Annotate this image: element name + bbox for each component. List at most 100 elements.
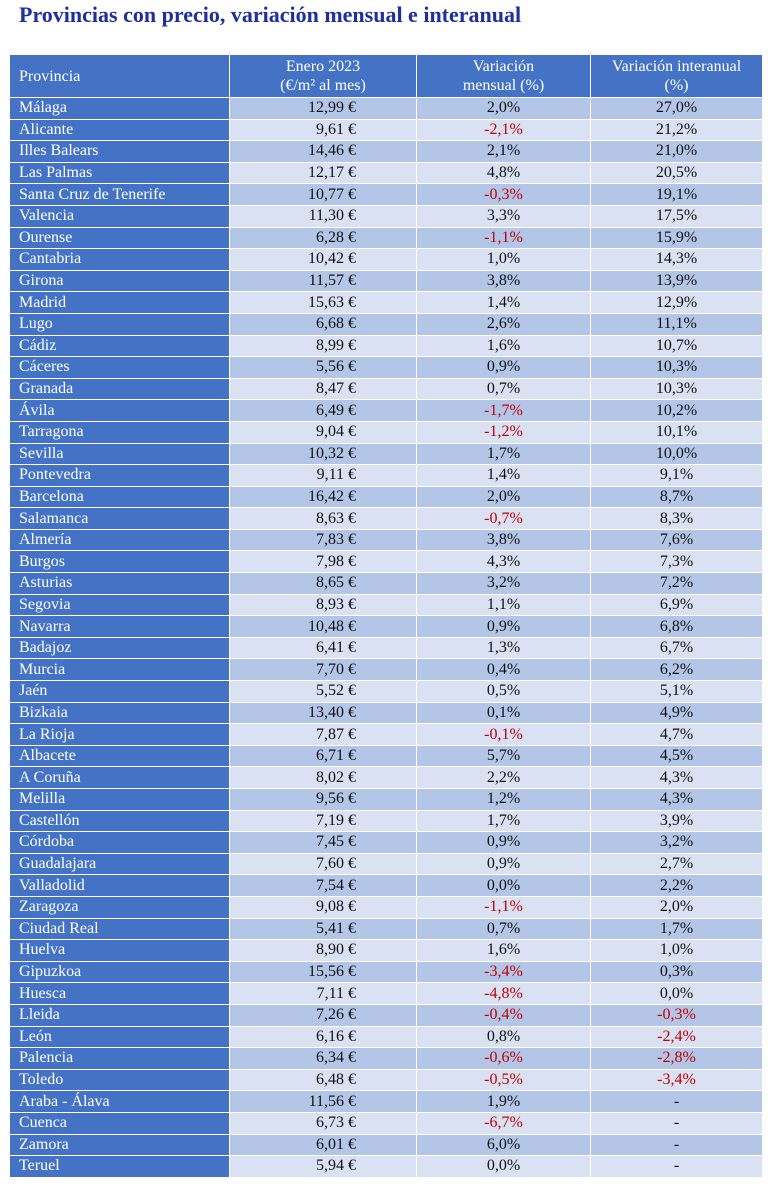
precio-cell: 9,04 € xyxy=(229,420,417,444)
table-row: Murcia 7,70 €0,4% 6,2% xyxy=(9,658,763,682)
table-row: Alicante 9,61 € -2,1% 21,2% xyxy=(9,118,763,142)
precio-cell: 12,99 € xyxy=(229,97,417,120)
variacion-mensual-cell: 0,9% xyxy=(416,852,591,876)
precio-cell: 11,56 € xyxy=(229,1090,417,1113)
table-row: Ciudad Real 5,41 €0,7% 1,7% xyxy=(9,917,763,941)
precio-cell: 6,49 € xyxy=(229,399,417,422)
variacion-mensual-cell: 1,1% xyxy=(416,593,591,617)
variacion-mensual-cell: 1,3% xyxy=(416,636,591,660)
table-row: Zaragoza 9,08 € -1,1% 2,0% xyxy=(9,895,763,919)
variacion-interanual-cell: 10,0% xyxy=(590,442,763,466)
precio-cell: 6,71 € xyxy=(229,744,417,768)
variacion-mensual-cell: 2,6% xyxy=(416,312,591,336)
variacion-mensual-cell: 0,9% xyxy=(416,356,591,379)
variacion-interanual-cell: 2,0% xyxy=(590,895,763,919)
variacion-mensual-cell: 0,9% xyxy=(416,831,591,854)
provincia-cell: Ourense xyxy=(9,226,230,250)
variacion-interanual-cell: 3,9% xyxy=(590,809,763,833)
table-row: Huesca 7,11 € -4,8% 0,0% xyxy=(9,982,763,1005)
variacion-mensual-cell: 1,7% xyxy=(416,442,591,466)
variacion-interanual-cell: 8,7% xyxy=(590,485,763,509)
precio-cell: 7,19 € xyxy=(229,809,417,833)
provincia-cell: Cádiz xyxy=(9,334,230,358)
table-row: Santa Cruz de Tenerife 10,77 € -0,3% 19,1% xyxy=(9,183,763,206)
variacion-mensual-cell: 1,4% xyxy=(416,464,591,487)
precio-cell: 7,60 € xyxy=(229,852,417,876)
variacion-mensual-cell: 0,5% xyxy=(416,680,591,703)
table-row: Castellón 7,19 €1,7% 3,9% xyxy=(9,809,763,833)
table-row: Córdoba 7,45 €0,9% 3,2% xyxy=(9,831,763,854)
precio-cell: 6,16 € xyxy=(229,1025,417,1049)
variacion-mensual-cell: 1,9% xyxy=(416,1090,591,1113)
variacion-interanual-cell: 10,1% xyxy=(590,420,763,444)
variacion-mensual-cell: -1,7% xyxy=(416,399,591,422)
provincia-cell: Tarragona xyxy=(9,420,230,444)
provincia-cell: Zaragoza xyxy=(9,895,230,919)
provincia-cell: Melilla xyxy=(9,788,230,811)
provincia-cell: Badajoz xyxy=(9,636,230,660)
variacion-interanual-cell: 7,6% xyxy=(590,528,763,552)
variacion-interanual-cell: 15,9% xyxy=(590,226,763,250)
precio-cell: 7,70 € xyxy=(229,658,417,682)
header-mensual-line-2: mensual (%) xyxy=(462,77,545,94)
provincia-cell: Huelva xyxy=(9,939,230,962)
provincia-cell: Málaga xyxy=(9,97,230,120)
table-row: Jaén 5,52 €0,5% 5,1% xyxy=(9,680,763,703)
precio-cell: 6,68 € xyxy=(229,312,417,336)
precio-cell: 10,77 € xyxy=(229,183,417,206)
variacion-mensual-cell: -0,3% xyxy=(416,183,591,206)
precio-cell: 5,94 € xyxy=(229,1155,417,1178)
provincia-cell: Las Palmas xyxy=(9,161,230,185)
table-row: Las Palmas 12,17 €4,8% 20,5% xyxy=(9,161,763,185)
variacion-mensual-cell: -6,7% xyxy=(416,1111,591,1135)
precio-cell: 5,41 € xyxy=(229,917,417,941)
provincia-cell: Burgos xyxy=(9,550,230,574)
variacion-mensual-cell: 1,4% xyxy=(416,291,591,314)
table-row: Cantabria 10,42 €1,0% 14,3% xyxy=(9,248,763,271)
variacion-interanual-cell: - xyxy=(590,1111,763,1135)
provincia-cell: Murcia xyxy=(9,658,230,682)
header-precio-line-2: (€/m² al mes) xyxy=(280,77,366,94)
variacion-mensual-cell: 0,1% xyxy=(416,701,591,725)
variacion-interanual-cell: - xyxy=(590,1155,763,1178)
variacion-interanual-cell: 14,3% xyxy=(590,248,763,271)
variacion-interanual-cell: 2,7% xyxy=(590,852,763,876)
table-row: Segovia 8,93 €1,1% 6,9% xyxy=(9,593,763,617)
variacion-mensual-cell: 5,7% xyxy=(416,744,591,768)
provincia-cell: León xyxy=(9,1025,230,1049)
precio-cell: 8,65 € xyxy=(229,572,417,595)
table-row: Cuenca 6,73 € -6,7% - xyxy=(9,1111,763,1135)
provincia-cell: Pontevedra xyxy=(9,464,230,487)
variacion-interanual-cell: 4,3% xyxy=(590,788,763,811)
table-row: A Coruña 8,02 €2,2% 4,3% xyxy=(9,766,763,789)
variacion-interanual-cell: 19,1% xyxy=(590,183,763,206)
precio-cell: 7,11 € xyxy=(229,982,417,1005)
variacion-interanual-cell: 11,1% xyxy=(590,312,763,336)
table-header: Provincia Enero 2023 (€/m² al mes) Varia… xyxy=(9,54,763,98)
table-row: Almería 7,83 €3,8% 7,6% xyxy=(9,528,763,552)
header-row: Provincia Enero 2023 (€/m² al mes) Varia… xyxy=(9,54,763,98)
precio-cell: 6,34 € xyxy=(229,1047,417,1070)
variacion-interanual-cell: -0,3% xyxy=(590,1003,763,1027)
variacion-interanual-cell: 6,7% xyxy=(590,636,763,660)
variacion-interanual-cell: 27,0% xyxy=(590,97,763,120)
precio-cell: 8,90 € xyxy=(229,939,417,962)
table-row: León 6,16 €0,8% -2,4% xyxy=(9,1025,763,1049)
provincia-cell: Toledo xyxy=(9,1068,230,1092)
table-row: Cáceres 5,56 €0,9% 10,3% xyxy=(9,356,763,379)
table-row: Madrid 15,63 €1,4% 12,9% xyxy=(9,291,763,314)
provincia-cell: Lleida xyxy=(9,1003,230,1027)
provincia-cell: Gipuzkoa xyxy=(9,960,230,984)
variacion-interanual-cell: 3,2% xyxy=(590,831,763,854)
provincia-cell: Santa Cruz de Tenerife xyxy=(9,183,230,206)
variacion-mensual-cell: 3,2% xyxy=(416,572,591,595)
precio-cell: 6,41 € xyxy=(229,636,417,660)
precio-cell: 7,54 € xyxy=(229,874,417,897)
precio-cell: 15,56 € xyxy=(229,960,417,984)
precio-cell: 10,42 € xyxy=(229,248,417,271)
precio-cell: 7,83 € xyxy=(229,528,417,552)
precio-cell: 10,32 € xyxy=(229,442,417,466)
provincia-cell: Asturias xyxy=(9,572,230,595)
table-row: Ávila 6,49 € -1,7% 10,2% xyxy=(9,399,763,422)
table-row: Gipuzkoa 15,56 € -3,4% 0,3% xyxy=(9,960,763,984)
